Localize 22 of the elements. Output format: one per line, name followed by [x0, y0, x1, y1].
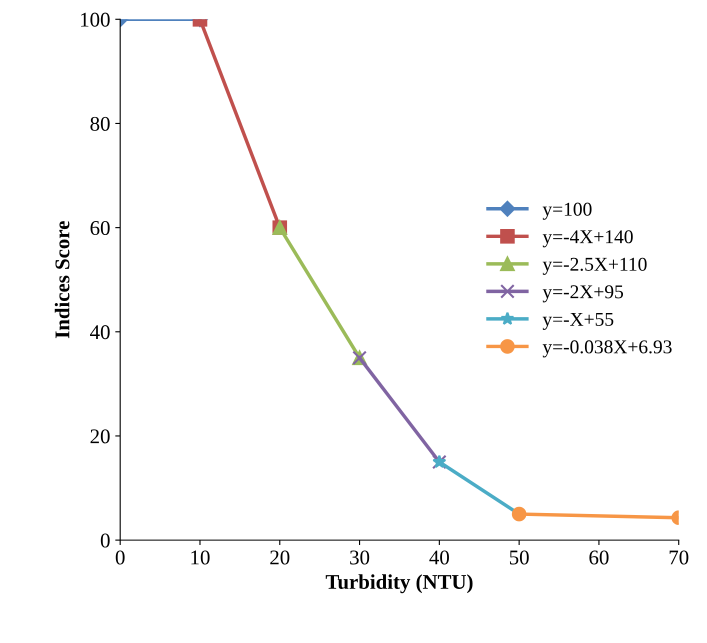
x-tick-label: 40 [429, 550, 449, 565]
legend-label: y=-0.038X+6.93 [542, 340, 672, 358]
legend-label: y=-X+55 [542, 312, 614, 330]
legend-label: y=-2.5X+110 [542, 258, 647, 275]
legend-label: y=-2X+95 [542, 285, 624, 302]
y-tick-label: 40 [90, 325, 110, 340]
x-tick-label: 0 [116, 550, 125, 565]
y-axis-title: Indices Score [54, 221, 70, 338]
x-tick-label: 50 [510, 550, 529, 565]
x-axis-title: Turbidity (NTU) [326, 574, 473, 594]
legend-label: y=-4X+140 [542, 230, 633, 248]
x-tick-label: 60 [589, 550, 609, 565]
legend-label: y=100 [542, 202, 592, 220]
x-tick-label: 10 [191, 550, 210, 565]
y-tick-label: 0 [100, 533, 110, 548]
y-tick-label: 20 [90, 429, 110, 444]
y-tick-label: 100 [81, 12, 110, 27]
y-tick-label: 60 [90, 220, 110, 236]
y-tick-label: 80 [90, 116, 110, 131]
x-tick-label: 70 [670, 550, 688, 565]
x-tick-label: 20 [270, 550, 290, 565]
x-tick-label: 30 [350, 550, 370, 565]
